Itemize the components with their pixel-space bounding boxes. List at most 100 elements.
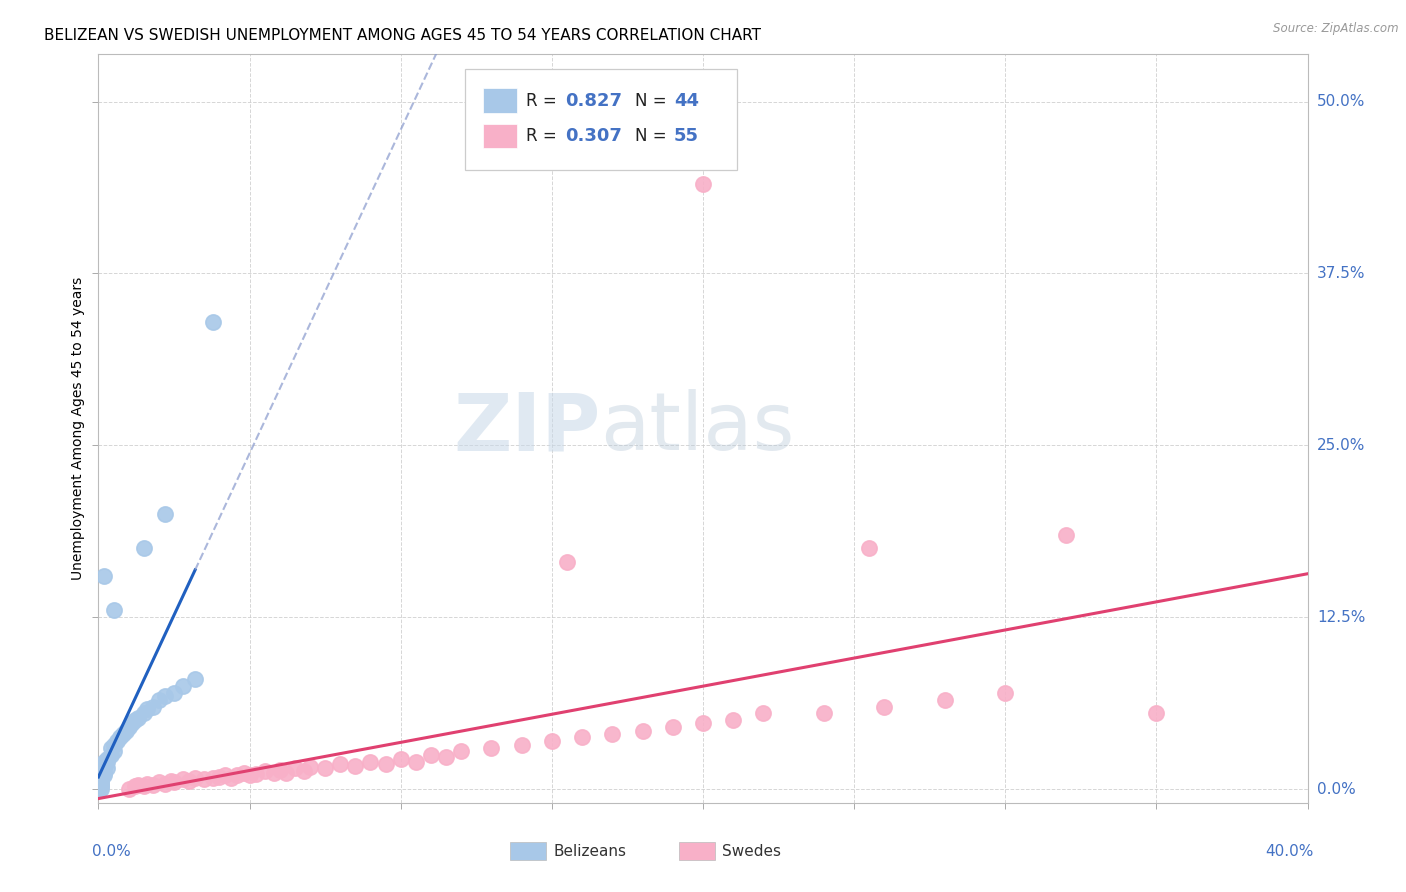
Point (269, 763, 291, 777)
FancyBboxPatch shape (465, 69, 737, 169)
FancyBboxPatch shape (509, 842, 546, 861)
Text: 0.827: 0.827 (565, 92, 623, 110)
Point (202, 315, 225, 329)
Point (226, 768, 249, 782)
Text: 12.5%: 12.5% (1317, 610, 1365, 624)
Point (540, 734, 562, 748)
Point (132, 780, 155, 794)
Point (202, 771, 225, 785)
Text: R =: R = (526, 127, 562, 145)
Text: R =: R = (526, 92, 562, 110)
Point (96, 761, 118, 775)
Point (1054, 527, 1077, 541)
Point (245, 767, 267, 781)
Point (389, 752, 412, 766)
Point (571, 730, 593, 744)
Point (193, 772, 215, 787)
Point (1144, 706, 1167, 721)
Point (87, 782, 110, 797)
Point (96, 755, 118, 769)
Point (90, 772, 112, 787)
Point (132, 706, 155, 721)
Text: 0.0%: 0.0% (1317, 781, 1355, 797)
Point (813, 706, 835, 721)
Point (108, 730, 131, 744)
Text: 37.5%: 37.5% (1317, 266, 1365, 281)
Point (299, 760, 322, 774)
Point (661, 720, 683, 734)
Point (344, 758, 367, 772)
Point (153, 507, 176, 521)
Point (103, 743, 125, 757)
Text: 0.0%: 0.0% (93, 844, 131, 859)
Point (481, 740, 503, 755)
Point (93, 569, 115, 583)
Point (163, 775, 186, 789)
Point (284, 761, 307, 775)
Point (100, 747, 122, 762)
Point (253, 764, 276, 779)
Point (90, 782, 112, 797)
Point (692, 716, 714, 731)
Point (135, 702, 157, 716)
Point (873, 699, 896, 714)
Point (510, 738, 533, 752)
Point (114, 724, 136, 739)
Point (360, 755, 382, 769)
Point (329, 757, 352, 772)
Text: Source: ZipAtlas.com: Source: ZipAtlas.com (1274, 22, 1399, 36)
Point (858, 541, 880, 556)
Point (160, 773, 183, 788)
Text: N =: N = (636, 127, 672, 145)
Point (93, 755, 115, 769)
Text: Belizeans: Belizeans (553, 844, 626, 859)
Text: Swedes: Swedes (723, 844, 782, 859)
Text: 40.0%: 40.0% (1265, 844, 1313, 859)
Point (172, 772, 194, 787)
Point (239, 768, 262, 782)
Text: atlas: atlas (600, 389, 794, 467)
Point (90, 771, 112, 785)
Point (374, 757, 396, 772)
Point (127, 710, 149, 724)
Point (631, 724, 654, 739)
Point (103, 603, 125, 617)
Text: N =: N = (636, 92, 672, 110)
Point (292, 764, 315, 779)
Point (934, 692, 956, 706)
Point (450, 743, 472, 757)
FancyBboxPatch shape (482, 88, 517, 113)
Point (602, 727, 624, 741)
Point (87, 780, 110, 794)
FancyBboxPatch shape (679, 842, 716, 861)
Y-axis label: Unemployment Among Ages 45 to 54 years: Unemployment Among Ages 45 to 54 years (70, 277, 84, 580)
Point (142, 778, 165, 792)
Text: 25.0%: 25.0% (1317, 438, 1365, 453)
Point (263, 765, 285, 780)
Point (172, 679, 194, 693)
Text: ZIP: ZIP (453, 389, 600, 467)
Point (124, 780, 146, 794)
Point (93, 768, 115, 782)
Point (434, 750, 457, 764)
Point (93, 761, 115, 775)
FancyBboxPatch shape (482, 124, 517, 148)
Point (723, 714, 745, 728)
Point (153, 776, 176, 790)
Point (405, 755, 427, 769)
Point (184, 672, 207, 686)
Text: 0.307: 0.307 (565, 127, 621, 145)
Point (163, 686, 186, 700)
Point (127, 778, 149, 792)
Point (93, 757, 115, 772)
Point (100, 740, 122, 755)
Point (148, 775, 170, 789)
Point (184, 771, 207, 785)
Point (208, 770, 231, 784)
Point (90, 780, 112, 794)
Point (555, 555, 578, 569)
Point (420, 747, 443, 762)
Text: 44: 44 (673, 92, 699, 110)
Point (692, 177, 714, 191)
Point (118, 720, 141, 734)
